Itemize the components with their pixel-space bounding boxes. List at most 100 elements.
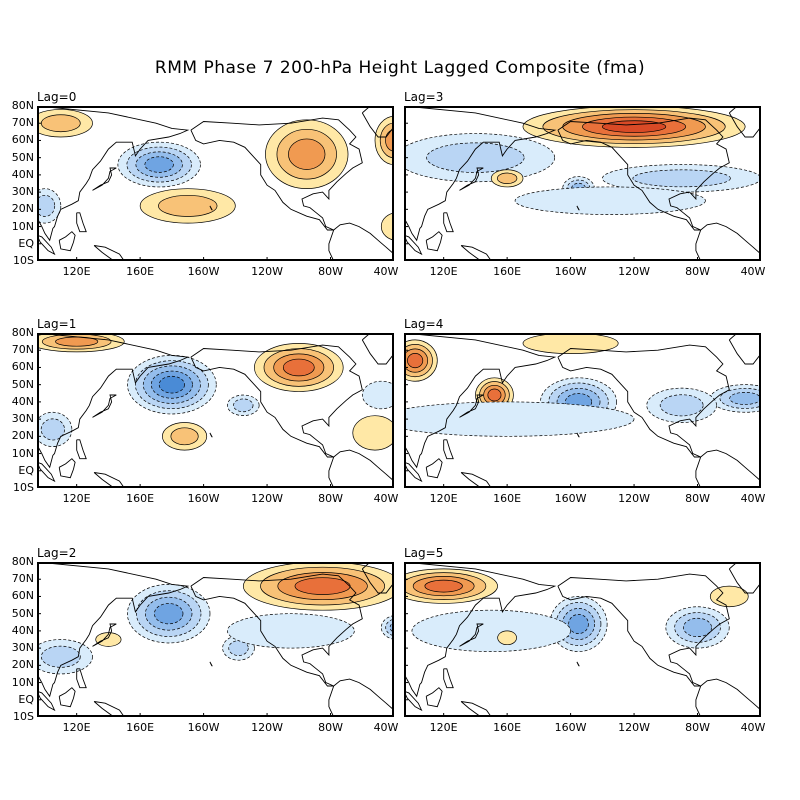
negative-anomaly-contour [683, 617, 712, 637]
coastline [576, 205, 580, 211]
panel-label: Lag=2 [37, 546, 77, 560]
coastline [404, 333, 557, 469]
x-tick-label: 120E [62, 721, 91, 734]
negative-anomaly-contour [154, 603, 184, 625]
negative-anomaly-contour [568, 614, 589, 634]
map-panel [37, 106, 394, 261]
negative-anomaly-contour [158, 375, 185, 394]
coastline [404, 106, 557, 242]
coastline [37, 333, 190, 469]
coastline [404, 461, 423, 483]
coastline [190, 117, 363, 231]
coastline [37, 690, 56, 712]
coastline [58, 231, 76, 252]
x-tick-label: 120W [251, 721, 283, 734]
positive-anomaly-contour [352, 415, 394, 451]
coastline [37, 106, 190, 242]
y-tick-label: 60N [11, 589, 34, 603]
negative-anomaly-contour [361, 380, 394, 410]
map-frame [404, 333, 761, 488]
x-tick-label: 120E [429, 721, 458, 734]
coastline [58, 458, 76, 479]
negative-anomaly-contour [411, 609, 571, 652]
map-panel [404, 106, 761, 261]
coastline [92, 623, 117, 647]
coastline [404, 234, 423, 256]
map-panel [37, 562, 394, 717]
x-tick-label: 160E [493, 721, 522, 734]
map-frame [37, 333, 394, 488]
y-tick-label: 20N [11, 429, 34, 443]
y-tick-label: 50N [11, 150, 34, 164]
positive-anomaly-contour [158, 194, 218, 217]
coastline [93, 472, 125, 488]
y-tick-label: 80N [11, 555, 34, 568]
y-tick-label: 30N [11, 412, 34, 426]
figure-title: RMM Phase 7 200-hPa Height Lagged Compos… [154, 58, 646, 78]
coastline [328, 449, 394, 488]
x-tick-label: 160W [187, 721, 220, 734]
y-tick-label: 50N [11, 377, 34, 391]
positive-anomaly-contour [497, 630, 517, 646]
coastline [459, 394, 484, 418]
x-tick-label: 160W [187, 265, 220, 278]
x-tick-label: 160W [187, 492, 220, 505]
x-tick-label: 160E [126, 721, 155, 734]
map-canvas [37, 562, 394, 717]
map-frame [37, 106, 394, 261]
y-tick-label: 60N [11, 360, 34, 374]
y-tick-label: 10S [13, 481, 34, 494]
x-tick-label: 80W [685, 265, 710, 278]
coastline [460, 472, 492, 488]
x-tick-label: 120E [62, 492, 91, 505]
negative-anomaly-contour [385, 618, 394, 637]
y-tick-label: 40N [11, 394, 34, 408]
map-panel [37, 333, 394, 488]
coastline [443, 439, 454, 460]
coastline [92, 167, 117, 191]
panel-label: Lag=5 [404, 546, 444, 560]
y-tick-label: 70N [11, 343, 34, 357]
x-tick-label: 160W [554, 265, 587, 278]
panel-label: Lag=4 [404, 317, 444, 331]
coastline [37, 234, 56, 256]
coastline [695, 449, 761, 488]
y-tick-label: 10N [11, 675, 34, 689]
coastline [728, 333, 761, 365]
coastline [425, 687, 443, 708]
y-tick-label: 10N [11, 219, 34, 233]
coastline [425, 458, 443, 479]
negative-anomaly-contour [426, 142, 525, 173]
y-tick-label: 80N [11, 326, 34, 339]
map-panel [404, 562, 761, 717]
positive-anomaly-contour [602, 120, 667, 133]
coastline [695, 222, 761, 261]
negative-anomaly-contour [144, 156, 174, 173]
negative-anomaly-contour [729, 391, 761, 405]
y-tick-label: 10S [13, 254, 34, 267]
negative-anomaly-contour [228, 640, 249, 656]
positive-anomaly-contour [496, 172, 518, 184]
negative-anomaly-contour [40, 418, 65, 441]
panel-label: Lag=0 [37, 90, 77, 104]
panel-label: Lag=1 [37, 317, 77, 331]
y-tick-label: 50N [11, 606, 34, 620]
x-tick-label: 120W [251, 265, 283, 278]
x-tick-label: 120W [618, 721, 650, 734]
y-tick-label: 40N [11, 167, 34, 181]
coastline [460, 245, 492, 261]
coastline [404, 690, 423, 712]
negative-anomaly-contour [514, 186, 706, 215]
coastline [404, 562, 557, 698]
y-tick-label: 80N [11, 99, 34, 112]
coastline [576, 661, 580, 667]
map-frame [404, 106, 761, 261]
coastline [37, 562, 190, 698]
coastline [37, 461, 56, 483]
x-tick-label: 40W [740, 492, 766, 505]
positive-anomaly-contour [288, 138, 326, 170]
y-tick-label: EQ [18, 692, 34, 706]
y-tick-label: 60N [11, 133, 34, 147]
map-canvas [37, 106, 394, 261]
x-tick-label: 40W [373, 492, 399, 505]
